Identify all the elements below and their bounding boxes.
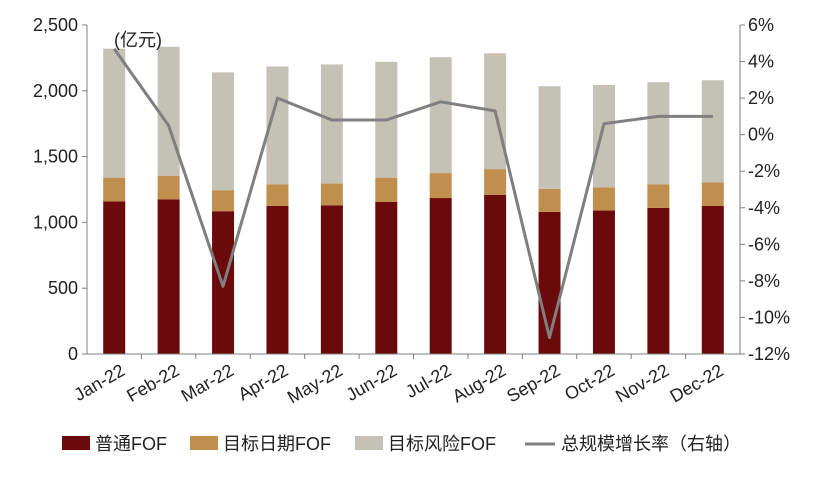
left-tick-label: 1,000 xyxy=(33,212,78,232)
bar-2-feb-22 xyxy=(157,175,180,200)
legend-swatch-3 xyxy=(355,436,383,450)
right-tick-label: -2% xyxy=(748,161,780,181)
right-tick-label: 6% xyxy=(748,15,774,35)
bar-3-oct-22 xyxy=(592,84,615,188)
bar-2-nov-22 xyxy=(647,184,670,208)
bar-2-sep-22 xyxy=(538,188,561,212)
bar-3-sep-22 xyxy=(538,86,561,189)
left-tick-label: 2,500 xyxy=(33,15,78,35)
bar-2-mar-22 xyxy=(212,190,235,212)
bar-2-aug-22 xyxy=(484,169,507,195)
bar-3-nov-22 xyxy=(647,82,670,185)
left-tick-label: 1,500 xyxy=(33,147,78,167)
right-tick-label: -6% xyxy=(748,234,780,254)
bar-1-oct-22 xyxy=(592,210,615,354)
legend-label: 总规模增长率（右轴） xyxy=(561,434,741,454)
bar-3-dec-22 xyxy=(701,80,724,183)
x-tick-label: Dec-22 xyxy=(667,360,727,406)
bar-1-aug-22 xyxy=(484,194,507,354)
bar-3-jan-22 xyxy=(103,48,126,178)
left-tick-label: 2,000 xyxy=(33,81,78,101)
bar-1-jul-22 xyxy=(429,198,452,354)
bar-1-jun-22 xyxy=(375,202,398,354)
left-tick-label: 0 xyxy=(68,344,78,364)
bar-2-oct-22 xyxy=(592,187,615,211)
right-tick-label: 4% xyxy=(748,52,774,72)
bar-3-may-22 xyxy=(320,64,343,184)
bar-1-dec-22 xyxy=(701,205,724,354)
x-tick-label: Oct-22 xyxy=(561,360,618,404)
bar-1-jan-22 xyxy=(103,201,126,354)
bar-2-dec-22 xyxy=(701,182,724,206)
legend-label: 目标风险FOF xyxy=(388,434,496,454)
bar-2-jul-22 xyxy=(429,173,452,199)
growth-line-layer xyxy=(112,47,713,340)
bar-1-may-22 xyxy=(320,205,343,354)
x-tick-label: May-22 xyxy=(284,360,346,407)
right-tick-label: -8% xyxy=(748,271,780,291)
x-tick-label: Feb-22 xyxy=(123,360,182,406)
x-tick-label: Jan-22 xyxy=(71,360,129,405)
right-tick-label: 0% xyxy=(748,125,774,145)
right-tick-label: 2% xyxy=(748,88,774,108)
bar-2-may-22 xyxy=(320,183,343,206)
bar-1-nov-22 xyxy=(647,207,670,354)
x-tick-label: Nov-22 xyxy=(612,360,672,406)
x-tick-label: Jun-22 xyxy=(343,360,401,405)
right-tick-label: -4% xyxy=(748,198,780,218)
legend-label: 普通FOF xyxy=(95,434,167,454)
bar-2-jun-22 xyxy=(375,177,398,203)
legend: 普通FOF 目标日期FOF 目标风险FOF 总规模增长率（右轴） xyxy=(62,434,741,454)
bar-3-jul-22 xyxy=(429,57,452,174)
unit-label: (亿元) xyxy=(114,30,162,50)
bar-2-jan-22 xyxy=(103,177,126,202)
legend-swatch-1 xyxy=(62,436,90,450)
legend-label: 目标日期FOF xyxy=(223,434,331,454)
right-tick-label: -10% xyxy=(748,307,790,327)
x-tick-label: Mar-22 xyxy=(178,360,237,406)
bar-layer xyxy=(103,46,724,354)
bar-1-feb-22 xyxy=(157,199,180,354)
x-tick-label: Sep-22 xyxy=(503,360,563,406)
bar-3-feb-22 xyxy=(157,46,180,176)
bar-1-apr-22 xyxy=(266,205,289,354)
axes-layer: 0 500 1,000 1,500 2,000 2,500 -12% -10% -8% -6% -4… xyxy=(33,15,790,407)
legend-swatch-2 xyxy=(190,436,218,450)
right-tick-label: -12% xyxy=(748,344,790,364)
left-tick-label: 500 xyxy=(48,278,78,298)
x-tick-label: Aug-22 xyxy=(449,360,509,406)
bar-2-apr-22 xyxy=(266,184,289,206)
bar-3-mar-22 xyxy=(212,72,235,191)
bar-3-apr-22 xyxy=(266,66,289,185)
x-tick-label: Apr-22 xyxy=(235,360,292,404)
growth-rate-line xyxy=(112,47,713,340)
x-tick-label: Jul-22 xyxy=(402,360,454,402)
